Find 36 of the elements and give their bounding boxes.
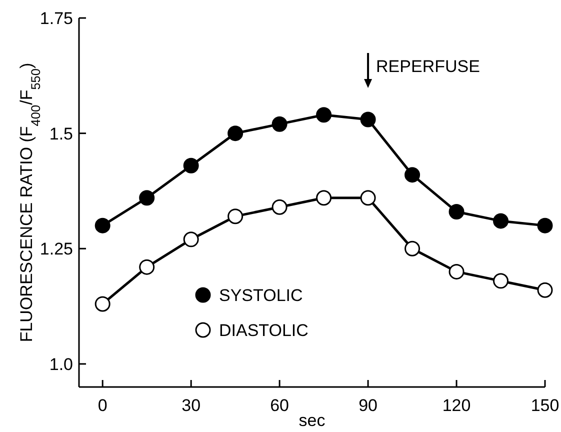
point bbox=[448, 204, 464, 220]
point bbox=[537, 282, 553, 298]
point bbox=[183, 232, 199, 248]
ref-line-label: REPERFUSE bbox=[376, 56, 480, 76]
x-tick-label: 150 bbox=[530, 396, 560, 415]
point bbox=[139, 259, 155, 275]
point bbox=[139, 190, 155, 206]
x-tick-label: 60 bbox=[270, 396, 290, 415]
point bbox=[448, 264, 464, 280]
point bbox=[94, 218, 110, 234]
point bbox=[272, 199, 288, 215]
point bbox=[316, 107, 332, 123]
point bbox=[404, 240, 420, 256]
y-tick-label: 1.25 bbox=[40, 240, 73, 259]
point bbox=[94, 296, 110, 312]
x-tick-label: 90 bbox=[358, 396, 378, 415]
legend-label: DIASTOLIC bbox=[219, 320, 308, 340]
point bbox=[360, 112, 376, 128]
y-tick-label: 1.75 bbox=[40, 8, 73, 28]
point bbox=[228, 208, 244, 224]
point bbox=[537, 218, 553, 234]
legend-label: SYSTOLIC bbox=[219, 286, 303, 305]
point bbox=[404, 167, 420, 183]
point bbox=[493, 213, 509, 229]
point bbox=[272, 116, 288, 132]
x-tick-label: 0 bbox=[98, 396, 108, 415]
x-axis-title: sec bbox=[298, 411, 326, 430]
y-tick-label: 1.0 bbox=[49, 354, 73, 374]
y-tick-label: 1.5 bbox=[49, 124, 73, 144]
point bbox=[360, 190, 376, 206]
x-tick-label: 30 bbox=[182, 396, 201, 415]
point bbox=[493, 273, 509, 289]
point bbox=[228, 126, 244, 142]
point bbox=[183, 158, 199, 174]
point bbox=[316, 190, 332, 206]
x-tick-label: 120 bbox=[442, 396, 471, 415]
